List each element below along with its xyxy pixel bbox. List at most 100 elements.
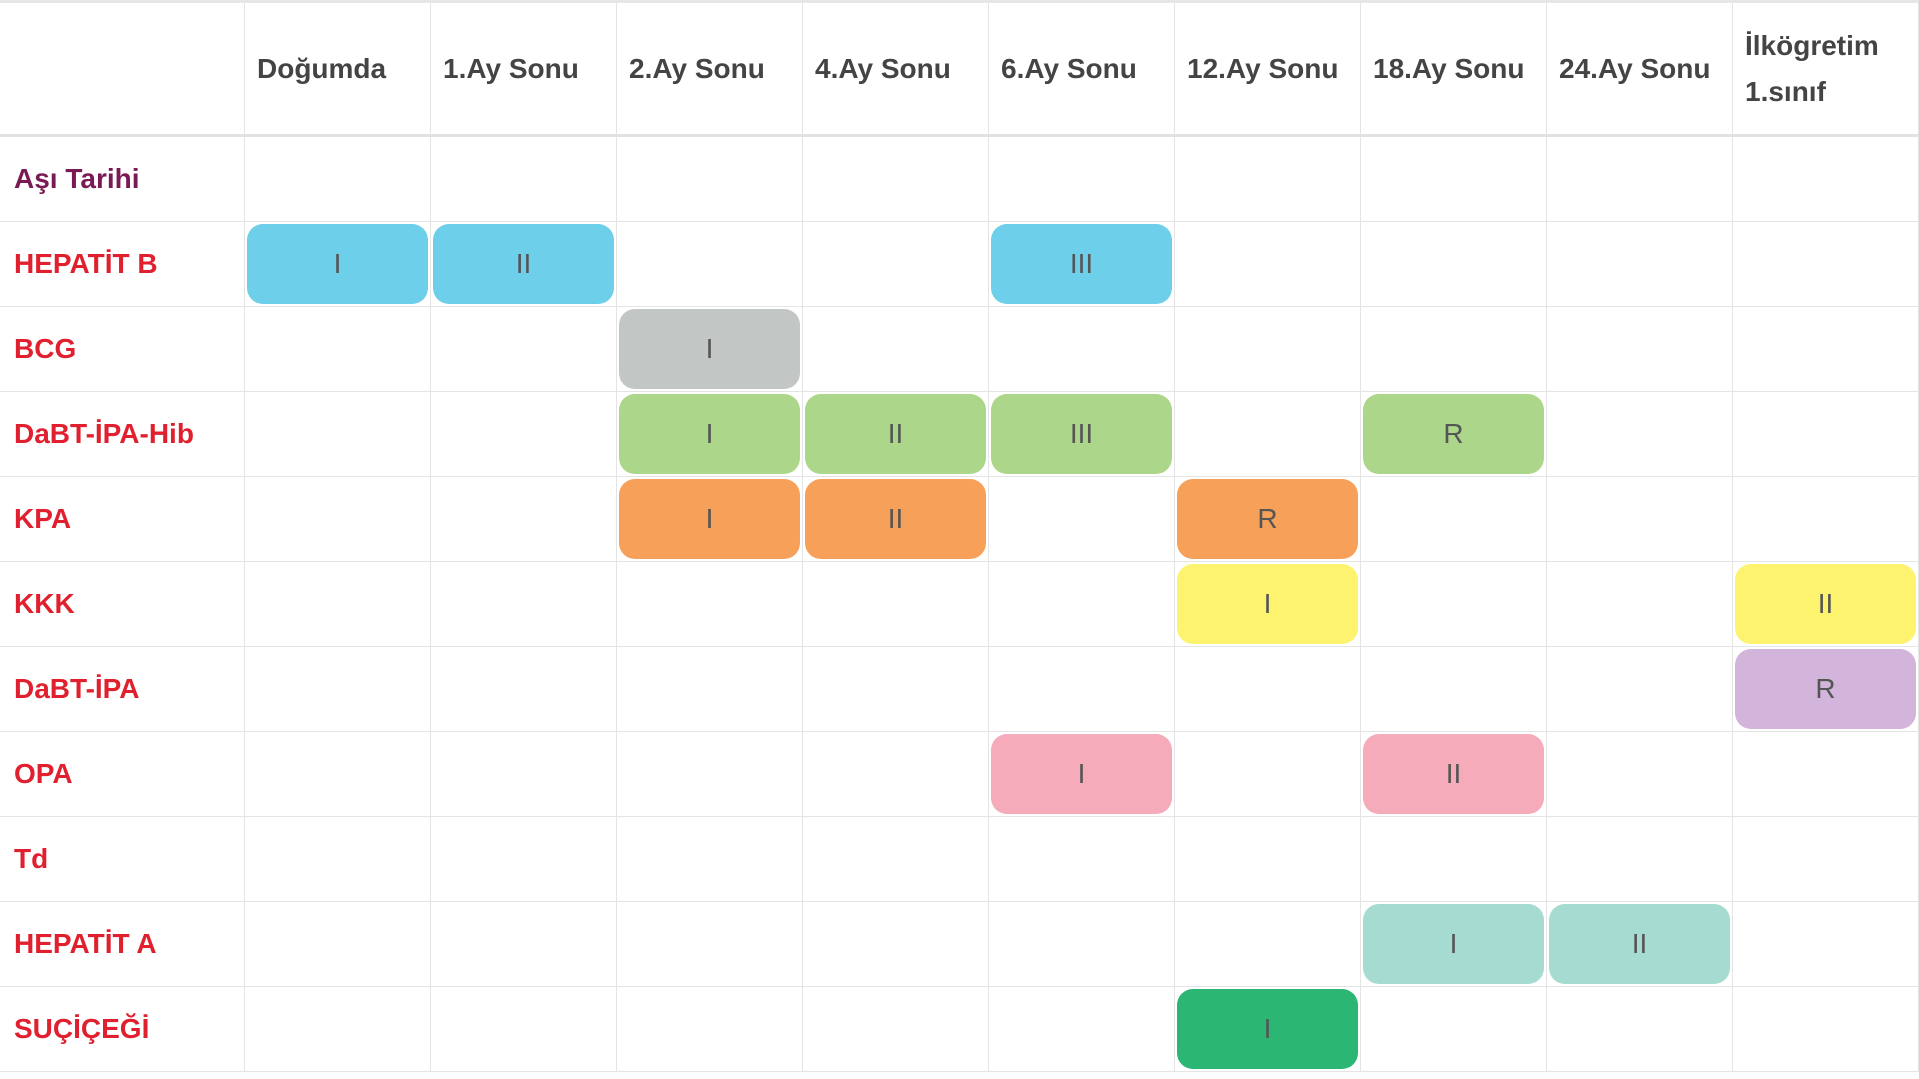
schedule-cell [617,987,803,1072]
row-label: Td [0,817,245,902]
dose-pill: R [1735,649,1916,729]
schedule-cell [1547,987,1733,1072]
schedule-cell [989,307,1175,392]
schedule-cell: I [617,392,803,477]
schedule-cell [245,137,431,222]
schedule-cell [803,817,989,902]
schedule-cell [245,817,431,902]
column-header: 4.Ay Sonu [803,3,989,137]
schedule-cell [803,307,989,392]
schedule-cell [803,222,989,307]
row-label: HEPATİT A [0,902,245,987]
schedule-cell [245,987,431,1072]
schedule-cell [431,562,617,647]
schedule-cell: I [1361,902,1547,987]
schedule-cell [1175,222,1361,307]
column-header: 1.Ay Sonu [431,3,617,137]
column-header-text: 4.Ay Sonu [815,52,951,84]
schedule-cell [1361,137,1547,222]
schedule-cell [1733,477,1919,562]
schedule-cell [431,477,617,562]
column-header-text: İlkögretim 1.sınıf [1745,29,1879,107]
row-label: KPA [0,477,245,562]
column-header-text: 6.Ay Sonu [1001,52,1137,84]
schedule-cell [803,562,989,647]
column-header-text: 1.Ay Sonu [443,52,579,84]
schedule-cell [1547,732,1733,817]
schedule-cell [1733,392,1919,477]
column-header-text: 18.Ay Sonu [1373,52,1525,84]
schedule-cell [617,732,803,817]
schedule-cell: III [989,222,1175,307]
dose-pill: I [991,734,1172,814]
column-header: Doğumda [245,3,431,137]
schedule-cell [245,562,431,647]
schedule-cell [245,647,431,732]
schedule-cell [803,902,989,987]
schedule-cell [803,987,989,1072]
schedule-cell [1547,392,1733,477]
row-label: DaBT-İPA [0,647,245,732]
column-header-text: 12.Ay Sonu [1187,52,1339,84]
schedule-cell [617,222,803,307]
dose-pill: II [1549,904,1730,984]
schedule-cell [617,817,803,902]
schedule-cell [245,477,431,562]
column-header: 12.Ay Sonu [1175,3,1361,137]
dose-pill: I [619,394,800,474]
column-header-text: 24.Ay Sonu [1559,52,1711,84]
column-header-text: 2.Ay Sonu [629,52,765,84]
schedule-cell [617,647,803,732]
column-header: 24.Ay Sonu [1547,3,1733,137]
schedule-cell [1361,987,1547,1072]
schedule-cell [1175,902,1361,987]
schedule-cell [1361,477,1547,562]
column-header: İlkögretim 1.sınıf [1733,3,1919,137]
corner-cell [0,3,245,137]
column-header-text: Doğumda [257,52,387,84]
column-header: 18.Ay Sonu [1361,3,1547,137]
schedule-cell [1175,817,1361,902]
row-label: DaBT-İPA-Hib [0,392,245,477]
dose-pill: II [805,394,986,474]
schedule-cell: II [1361,732,1547,817]
schedule-cell [245,307,431,392]
dose-pill: II [805,479,986,559]
schedule-cell [431,902,617,987]
schedule-cell: I [617,477,803,562]
schedule-cell [989,477,1175,562]
dose-pill: II [1363,734,1544,814]
schedule-cell [431,647,617,732]
row-label: KKK [0,562,245,647]
schedule-cell [1733,222,1919,307]
schedule-cell [431,732,617,817]
schedule-cell [1547,647,1733,732]
row-label: HEPATİT B [0,222,245,307]
schedule-cell: R [1733,647,1919,732]
schedule-cell [1361,307,1547,392]
schedule-cell [431,307,617,392]
column-header: 2.Ay Sonu [617,3,803,137]
schedule-cell [1733,987,1919,1072]
schedule-cell [1361,562,1547,647]
schedule-cell [1547,562,1733,647]
schedule-cell: I [245,222,431,307]
schedule-cell [617,902,803,987]
schedule-cell [1547,477,1733,562]
schedule-cell [431,987,617,1072]
column-header: 6.Ay Sonu [989,3,1175,137]
schedule-cell: R [1361,392,1547,477]
row-label: Aşı Tarihi [0,137,245,222]
schedule-cell [1175,732,1361,817]
schedule-cell [1733,902,1919,987]
schedule-cell [1361,817,1547,902]
dose-pill: I [1363,904,1544,984]
dose-pill: I [247,224,428,304]
schedule-cell [431,137,617,222]
schedule-cell [989,647,1175,732]
schedule-cell: I [989,732,1175,817]
schedule-cell [245,902,431,987]
schedule-cell [1361,222,1547,307]
